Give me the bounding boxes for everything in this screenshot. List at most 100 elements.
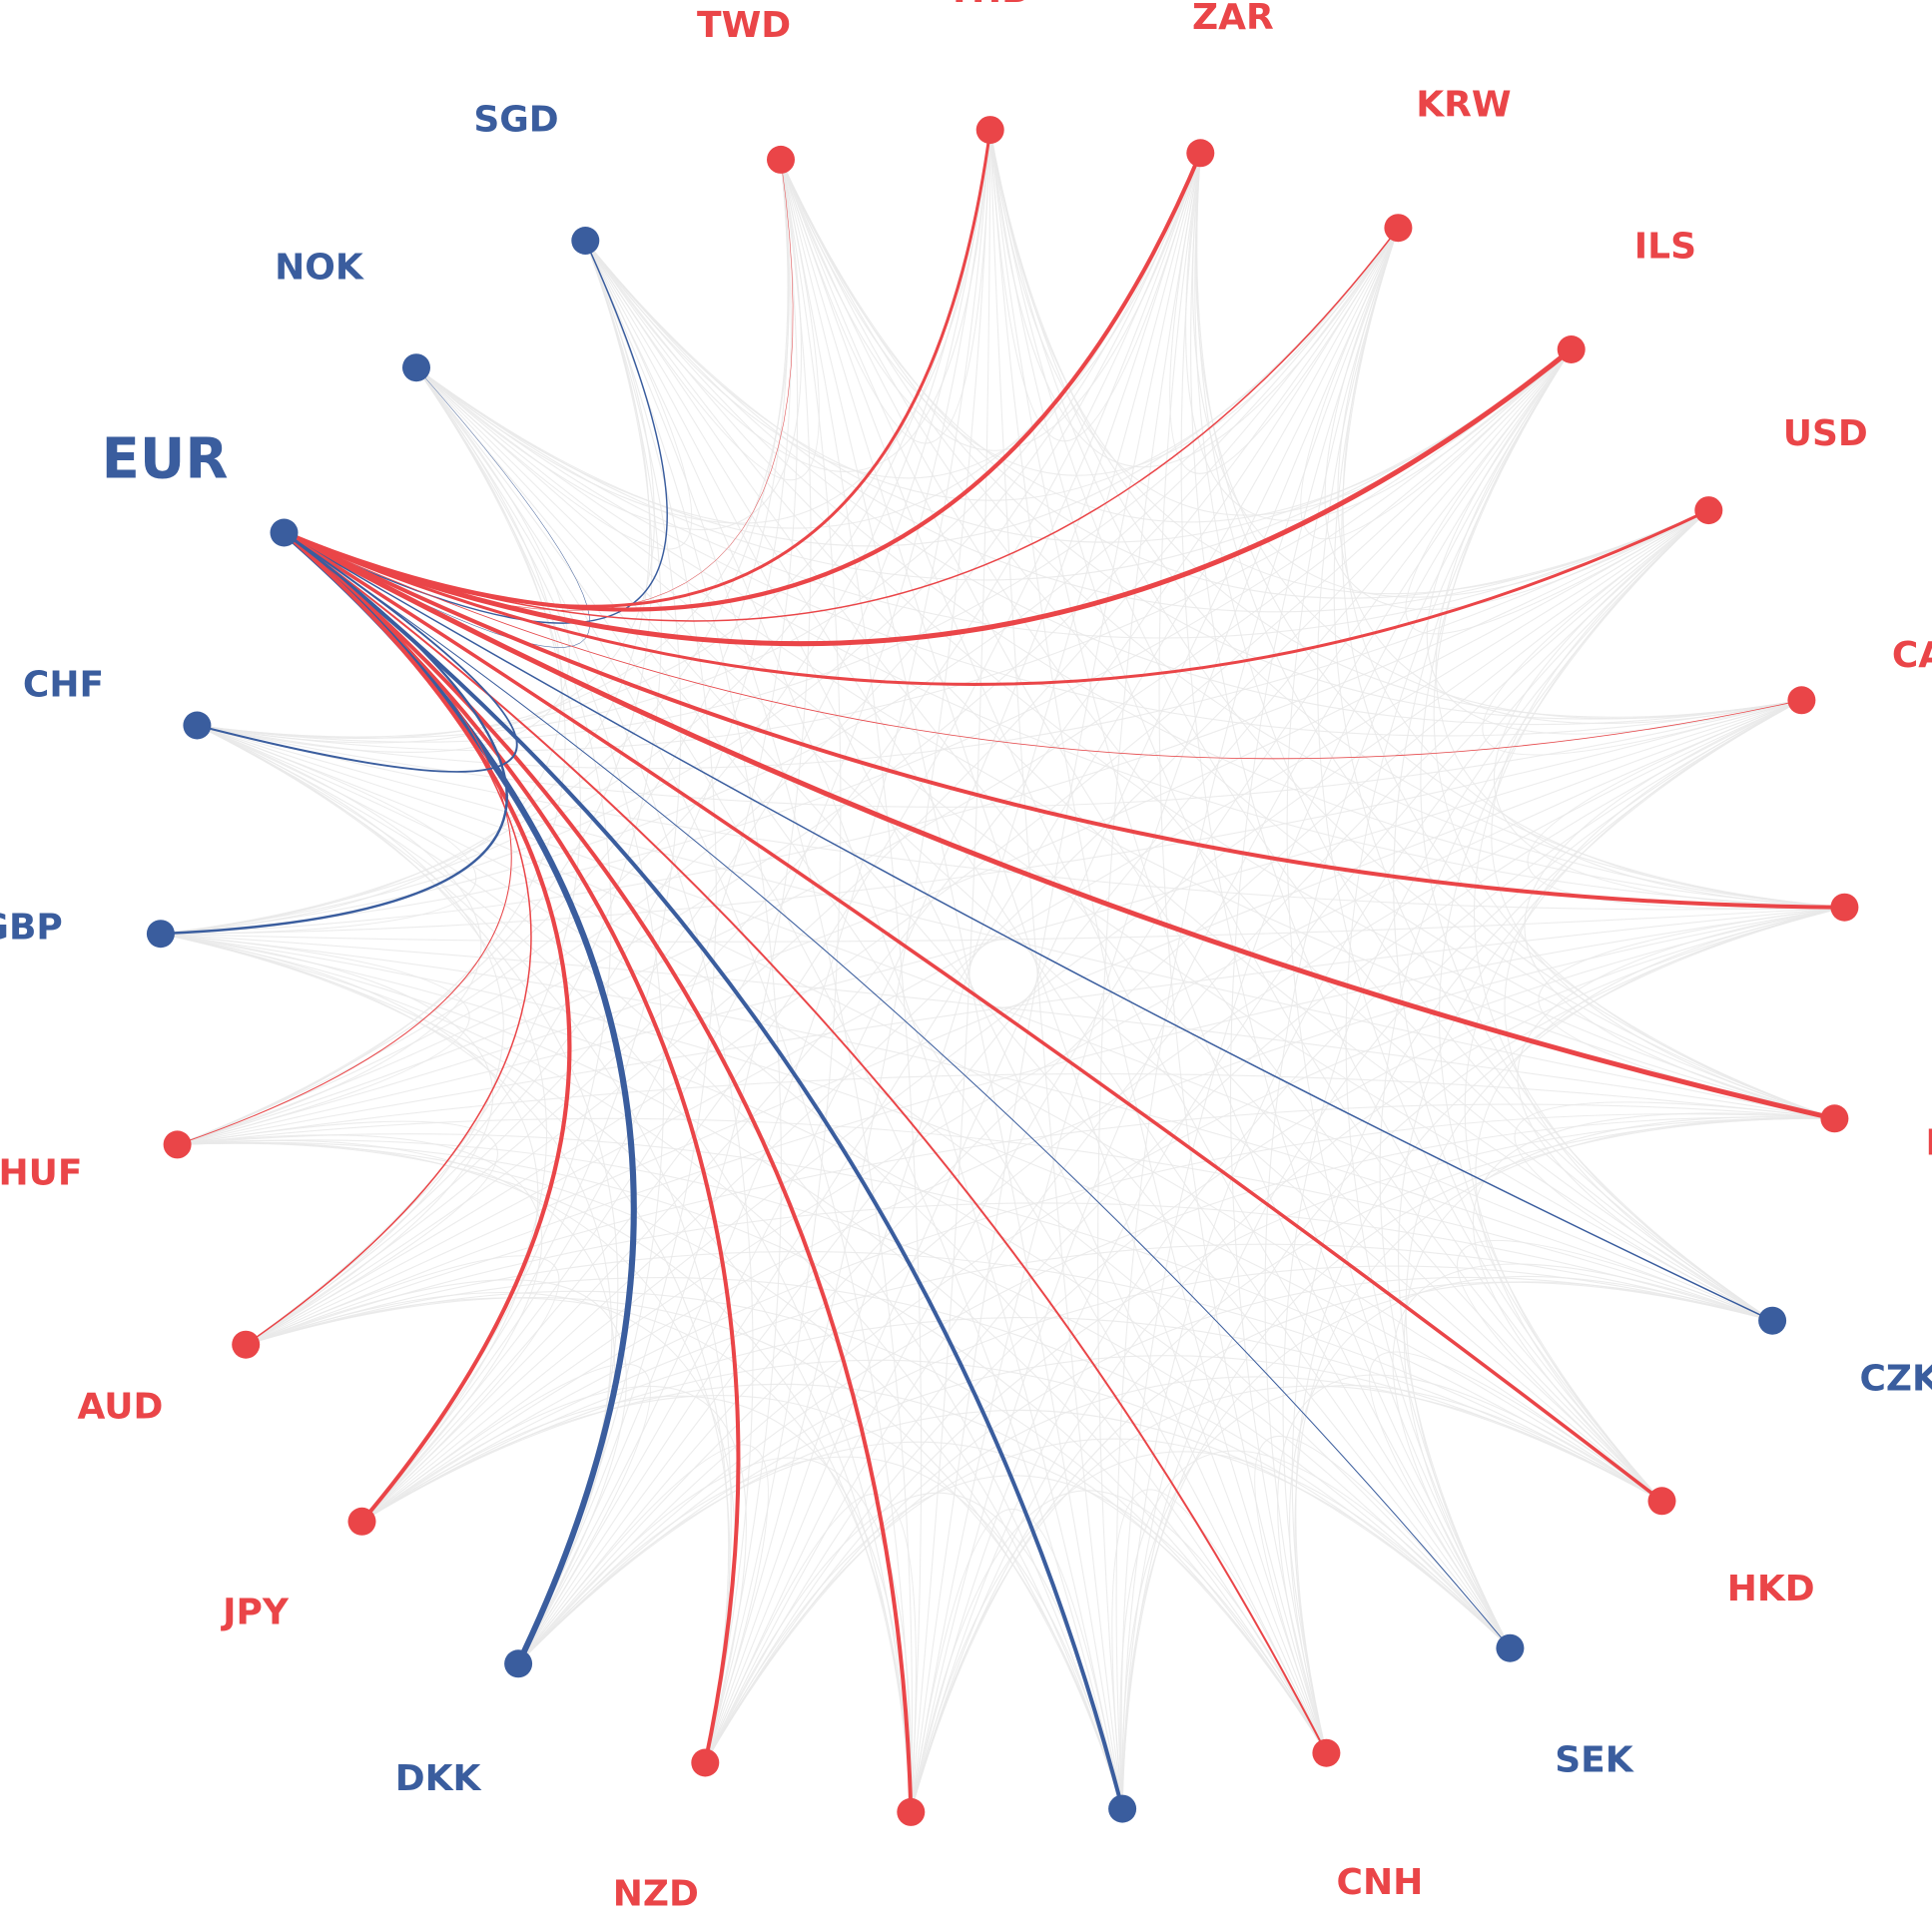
background-edge (1300, 227, 1573, 540)
label-nok: NOK (275, 248, 364, 289)
background-edge (1405, 348, 1709, 635)
node-zar[interactable] (1186, 139, 1215, 168)
background-edge (780, 159, 1835, 1119)
node-chf[interactable] (183, 711, 212, 740)
background-edge (160, 933, 1773, 1322)
background-edge (177, 1133, 1662, 1502)
background-edge (246, 1290, 1327, 1753)
hub-edge-try (282, 530, 1847, 910)
node-jpy[interactable] (347, 1507, 376, 1536)
background-edge (1097, 153, 1201, 1809)
background-edge (1289, 1275, 1773, 1753)
background-edge (584, 153, 1201, 479)
background-edge (361, 153, 1201, 1523)
background-edge (415, 240, 693, 550)
background-edge (1491, 509, 1835, 1119)
background-edge (361, 348, 1573, 1523)
hub-edges (159, 128, 1847, 1814)
background-edge (1482, 509, 1802, 756)
background-edge (989, 130, 1835, 1119)
background-edge (584, 240, 1835, 1119)
node-cad[interactable] (1787, 686, 1816, 715)
node-usd[interactable] (1694, 496, 1723, 525)
background-edge (1111, 1489, 1327, 1809)
background-edge (160, 724, 477, 935)
background-edge (1185, 153, 1573, 521)
node-gbp[interactable] (146, 920, 175, 949)
background-edge (361, 240, 682, 1523)
node-nzd[interactable] (691, 1748, 720, 1777)
background-edge (415, 366, 1835, 1119)
hub-edge-rub (282, 530, 914, 1814)
background-edge (1324, 227, 1709, 611)
node-aud[interactable] (232, 1330, 261, 1359)
background-edge (246, 1202, 1773, 1346)
background-edge (584, 240, 1573, 543)
background-edge (245, 366, 582, 1346)
background-edge (246, 1297, 912, 1812)
background-edge (160, 933, 730, 1763)
background-edges (160, 130, 1845, 1813)
background-edge (415, 366, 1327, 1753)
node-sgd[interactable] (571, 227, 600, 255)
background-edge (1286, 228, 1511, 1648)
node-hkd[interactable] (1647, 1487, 1676, 1516)
background-edge (584, 240, 1773, 1322)
background-edge (160, 348, 1573, 935)
background-edge (1120, 348, 1573, 1809)
background-edge (160, 153, 1201, 935)
background-edge (1504, 699, 1802, 1322)
background-edge (160, 159, 789, 935)
node-twd[interactable] (767, 145, 795, 174)
background-edge (1403, 1116, 1835, 1648)
node-eur[interactable] (270, 518, 299, 547)
background-edge (517, 699, 1802, 1664)
background-edge (704, 348, 1573, 1763)
background-edge (704, 1276, 1773, 1763)
background-edge (160, 907, 1845, 943)
background-edge (1294, 1117, 1835, 1753)
node-rub[interactable] (897, 1797, 926, 1826)
background-edge (160, 227, 1399, 935)
background-edge (245, 227, 1399, 1346)
node-czk[interactable] (1758, 1306, 1787, 1335)
background-edge (284, 159, 794, 611)
background-edge (1438, 509, 1709, 1502)
node-mxn[interactable] (1820, 1104, 1849, 1133)
background-edge (177, 1134, 543, 1523)
hub-edge-cnh (283, 531, 1328, 1754)
background-edge (197, 724, 1662, 1502)
background-edge (197, 699, 1802, 808)
background-edge (910, 1281, 1773, 1813)
node-cnh[interactable] (1312, 1738, 1341, 1767)
background-edge (197, 348, 1573, 752)
background-edge (1342, 228, 1845, 909)
background-edge (584, 240, 1845, 909)
hub-edge-czk (283, 531, 1773, 1322)
node-ils[interactable] (1557, 335, 1586, 363)
node-pln[interactable] (1108, 1794, 1137, 1823)
node-huf[interactable] (163, 1130, 192, 1159)
background-edge (780, 159, 1399, 476)
label-zar: ZAR (1192, 0, 1274, 38)
node-sek[interactable] (1496, 1633, 1525, 1662)
label-mxn: MXN (1925, 1122, 1932, 1163)
background-edge (584, 240, 782, 1763)
background-edge (1426, 348, 1802, 735)
node-krw[interactable] (1384, 214, 1413, 243)
background-edge (1158, 153, 1327, 1753)
node-nok[interactable] (402, 353, 430, 382)
background-edge (245, 348, 1573, 1346)
background-edge (989, 130, 1573, 516)
background-edge (177, 509, 1709, 1145)
background-edge (415, 366, 1709, 639)
background-edge (177, 699, 1802, 1145)
background-edge (197, 240, 655, 744)
background-edge (1527, 699, 1845, 910)
node-try[interactable] (1830, 893, 1859, 922)
background-edge (517, 1116, 1835, 1664)
node-dkk[interactable] (504, 1649, 533, 1678)
background-edge (517, 1457, 913, 1812)
node-thb[interactable] (975, 116, 1004, 145)
